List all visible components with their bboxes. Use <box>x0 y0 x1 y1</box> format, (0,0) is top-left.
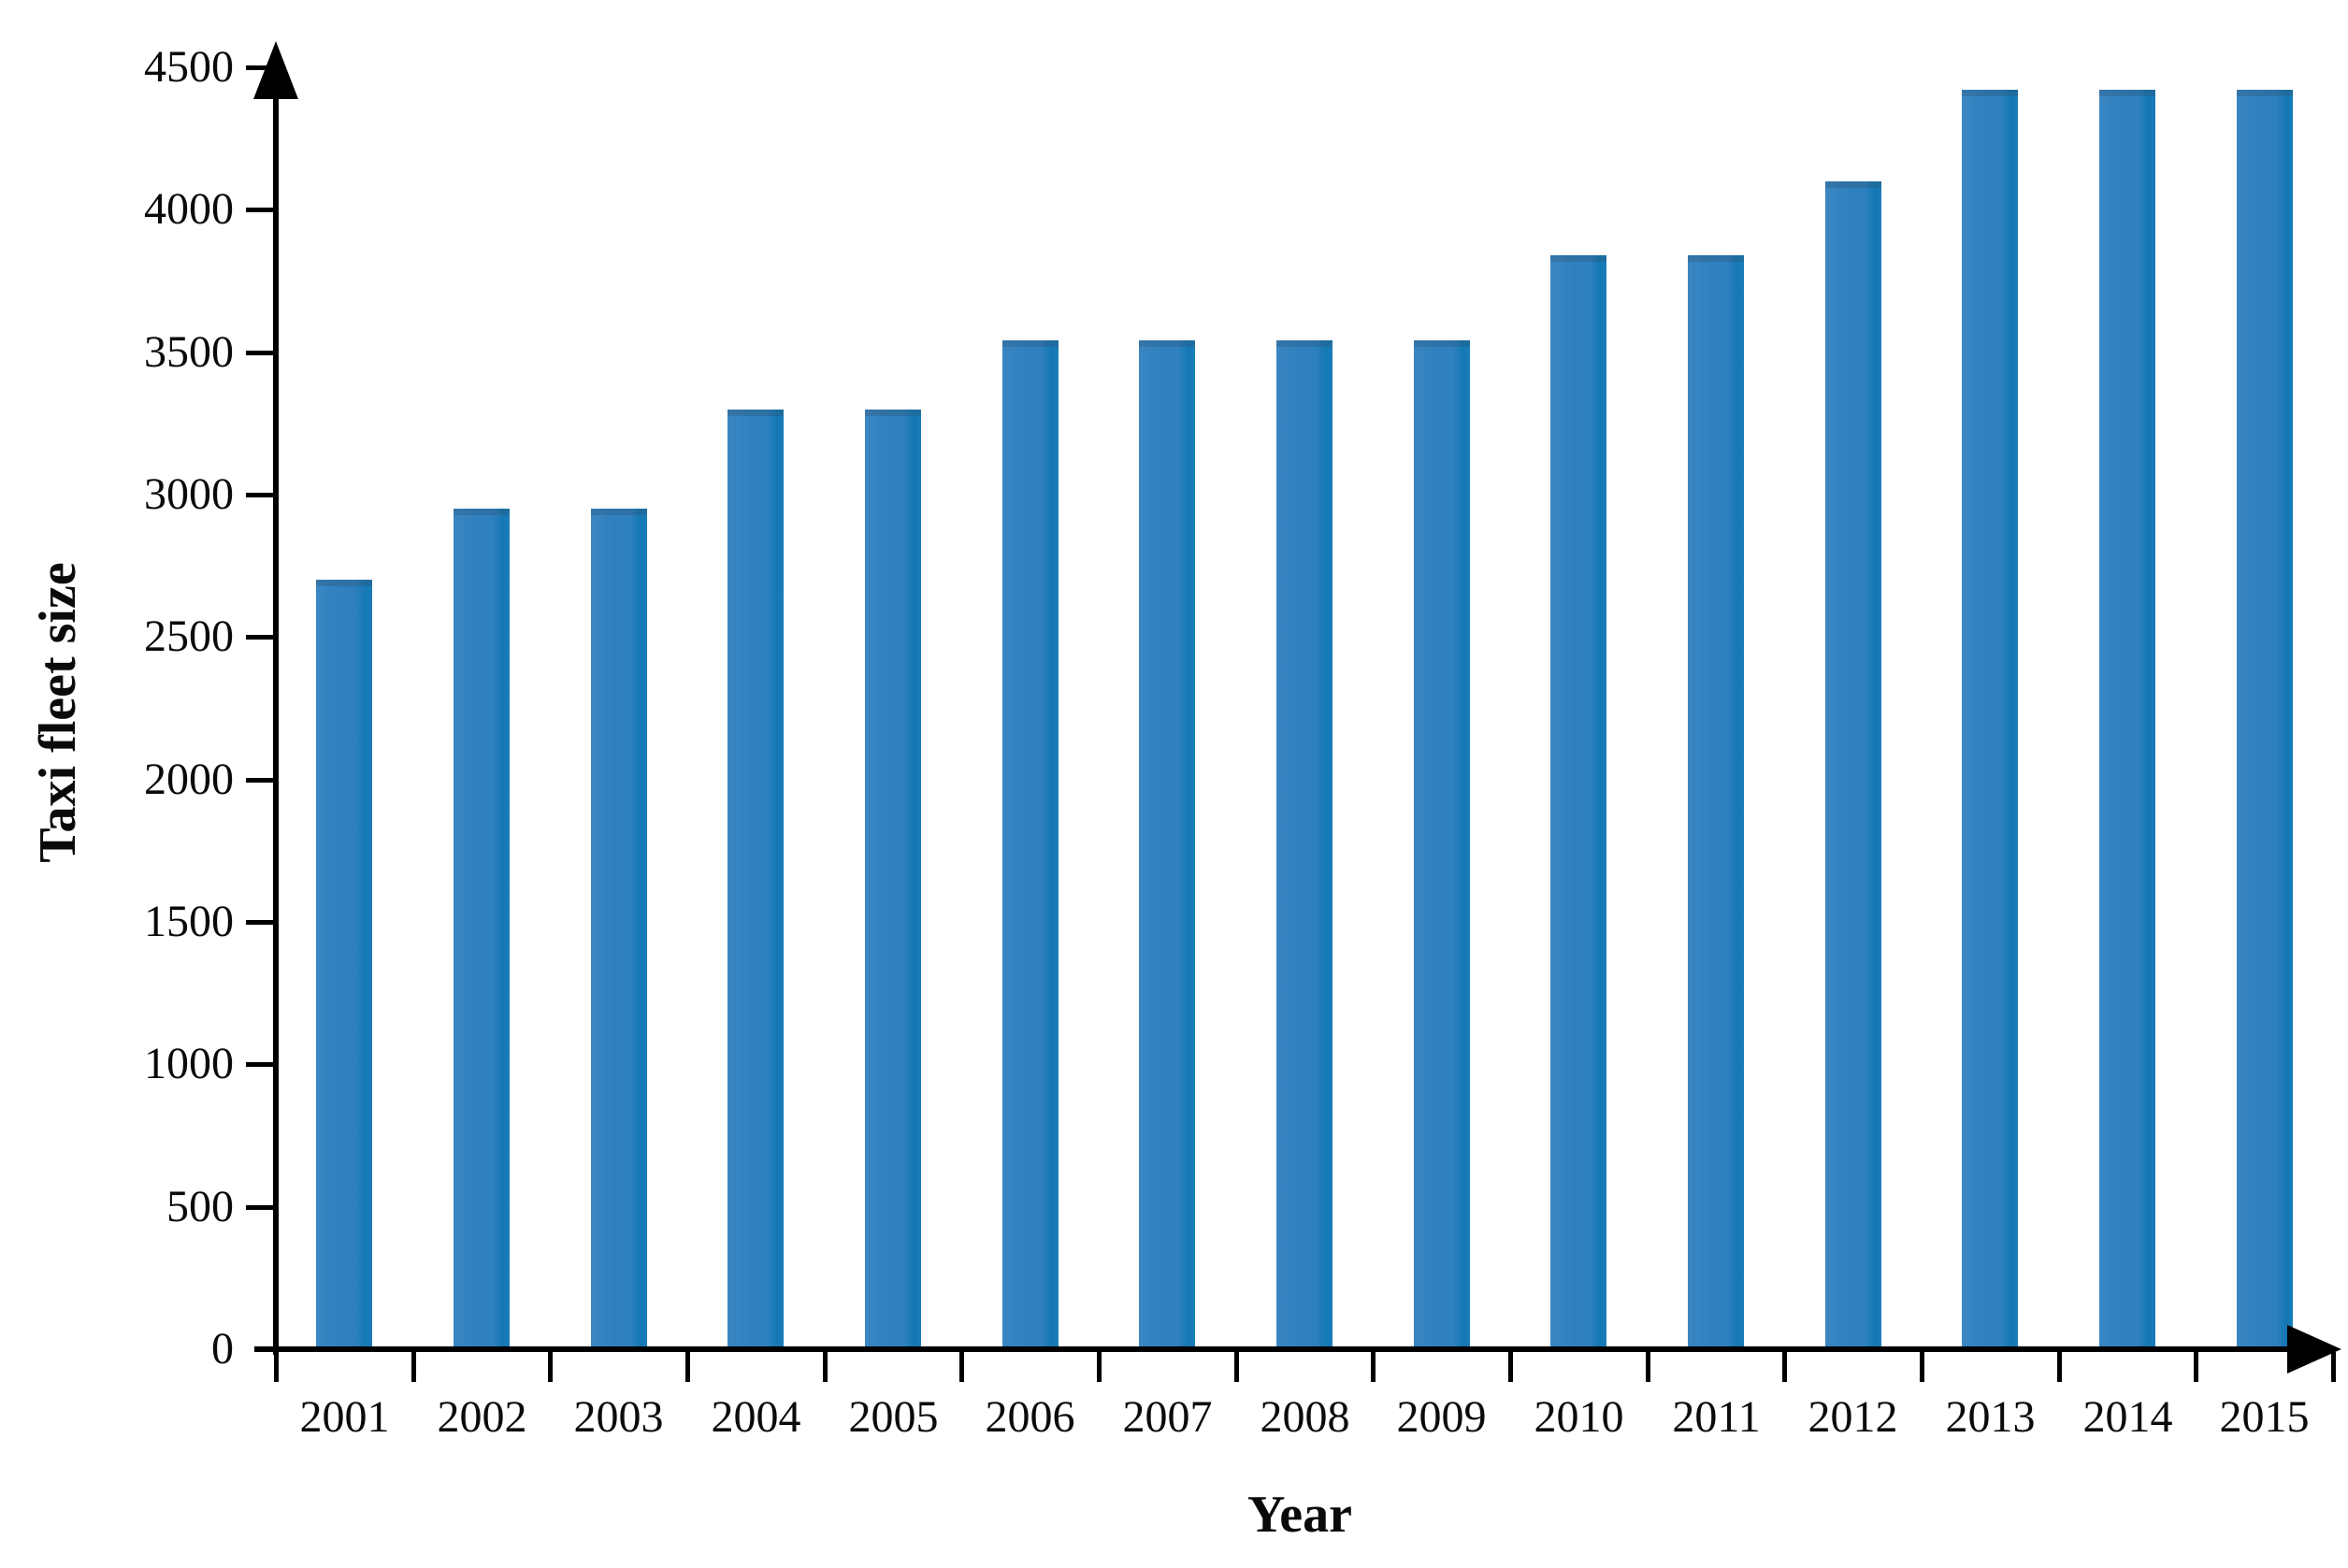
y-tick-mark <box>246 1062 276 1067</box>
x-tick-mark <box>959 1352 964 1382</box>
x-category-label-2012: 2012 <box>1808 1392 1898 1442</box>
x-category-label-2001: 2001 <box>299 1392 390 1442</box>
x-tick-mark <box>685 1352 690 1382</box>
x-category-label-2004: 2004 <box>711 1392 801 1442</box>
bar-2013 <box>1962 90 2018 1349</box>
x-tick-mark <box>823 1352 828 1382</box>
x-tick-mark <box>274 1352 279 1382</box>
x-category-label-2008: 2008 <box>1260 1392 1350 1442</box>
x-tick-mark <box>2194 1352 2198 1382</box>
y-tick-mark <box>246 351 276 355</box>
bar-2006 <box>1002 340 1059 1349</box>
y-tick-label: 3000 <box>144 469 234 519</box>
x-category-label-2010: 2010 <box>1534 1392 1624 1442</box>
x-tick-mark <box>411 1352 416 1382</box>
x-tick-mark <box>548 1352 553 1382</box>
y-axis-line <box>273 80 279 1355</box>
y-tick-label: 2000 <box>144 755 234 804</box>
x-tick-mark <box>1371 1352 1376 1382</box>
bar-2008 <box>1276 340 1332 1349</box>
bar-2003 <box>591 509 647 1349</box>
x-tick-mark <box>1782 1352 1787 1382</box>
y-tick-mark <box>246 65 276 70</box>
x-category-label-2006: 2006 <box>985 1392 1075 1442</box>
y-tick-label: 4500 <box>144 42 234 92</box>
y-tick-label: 4000 <box>144 184 234 234</box>
y-tick-mark <box>246 920 276 925</box>
y-tick-label: 0 <box>211 1324 234 1374</box>
x-category-label-2011: 2011 <box>1672 1392 1761 1442</box>
bar-2002 <box>454 509 510 1349</box>
x-tick-mark <box>1234 1352 1239 1382</box>
x-category-label-2003: 2003 <box>573 1392 664 1442</box>
bar-2010 <box>1550 255 1606 1349</box>
x-axis-title: Year <box>1247 1486 1352 1544</box>
y-axis-title: Taxi fleet size <box>29 562 87 863</box>
y-tick-label: 1000 <box>144 1039 234 1088</box>
x-tick-mark <box>2057 1352 2062 1382</box>
bar-2001 <box>316 580 372 1349</box>
x-tick-mark <box>1920 1352 1924 1382</box>
bar-2011 <box>1688 255 1744 1349</box>
y-tick-mark <box>246 493 276 497</box>
bar-2007 <box>1139 340 1195 1349</box>
x-category-label-2013: 2013 <box>1945 1392 2036 1442</box>
y-tick-label: 1500 <box>144 897 234 946</box>
x-category-label-2015: 2015 <box>2219 1392 2310 1442</box>
bar-2012 <box>1825 181 1881 1349</box>
x-tick-mark <box>1097 1352 1102 1382</box>
bar-2004 <box>727 410 784 1349</box>
y-tick-label: 500 <box>166 1182 234 1231</box>
bar-2014 <box>2099 90 2155 1349</box>
x-category-label-2009: 2009 <box>1396 1392 1487 1442</box>
x-tick-mark <box>1646 1352 1650 1382</box>
y-tick-mark <box>246 778 276 783</box>
x-tick-mark <box>2331 1352 2336 1382</box>
x-category-label-2005: 2005 <box>848 1392 939 1442</box>
y-tick-label: 3500 <box>144 327 234 377</box>
bar-2009 <box>1414 340 1470 1349</box>
y-tick-label: 2500 <box>144 611 234 661</box>
bar-2005 <box>865 410 921 1349</box>
x-category-label-2014: 2014 <box>2082 1392 2173 1442</box>
y-tick-mark <box>246 635 276 640</box>
x-axis-line <box>254 1346 2287 1352</box>
x-tick-mark <box>1508 1352 1513 1382</box>
y-tick-mark <box>246 1205 276 1210</box>
y-tick-mark <box>246 208 276 212</box>
y-axis-arrow-icon <box>253 41 298 99</box>
bar-2015 <box>2237 90 2293 1349</box>
x-category-label-2007: 2007 <box>1122 1392 1213 1442</box>
x-category-label-2002: 2002 <box>437 1392 527 1442</box>
